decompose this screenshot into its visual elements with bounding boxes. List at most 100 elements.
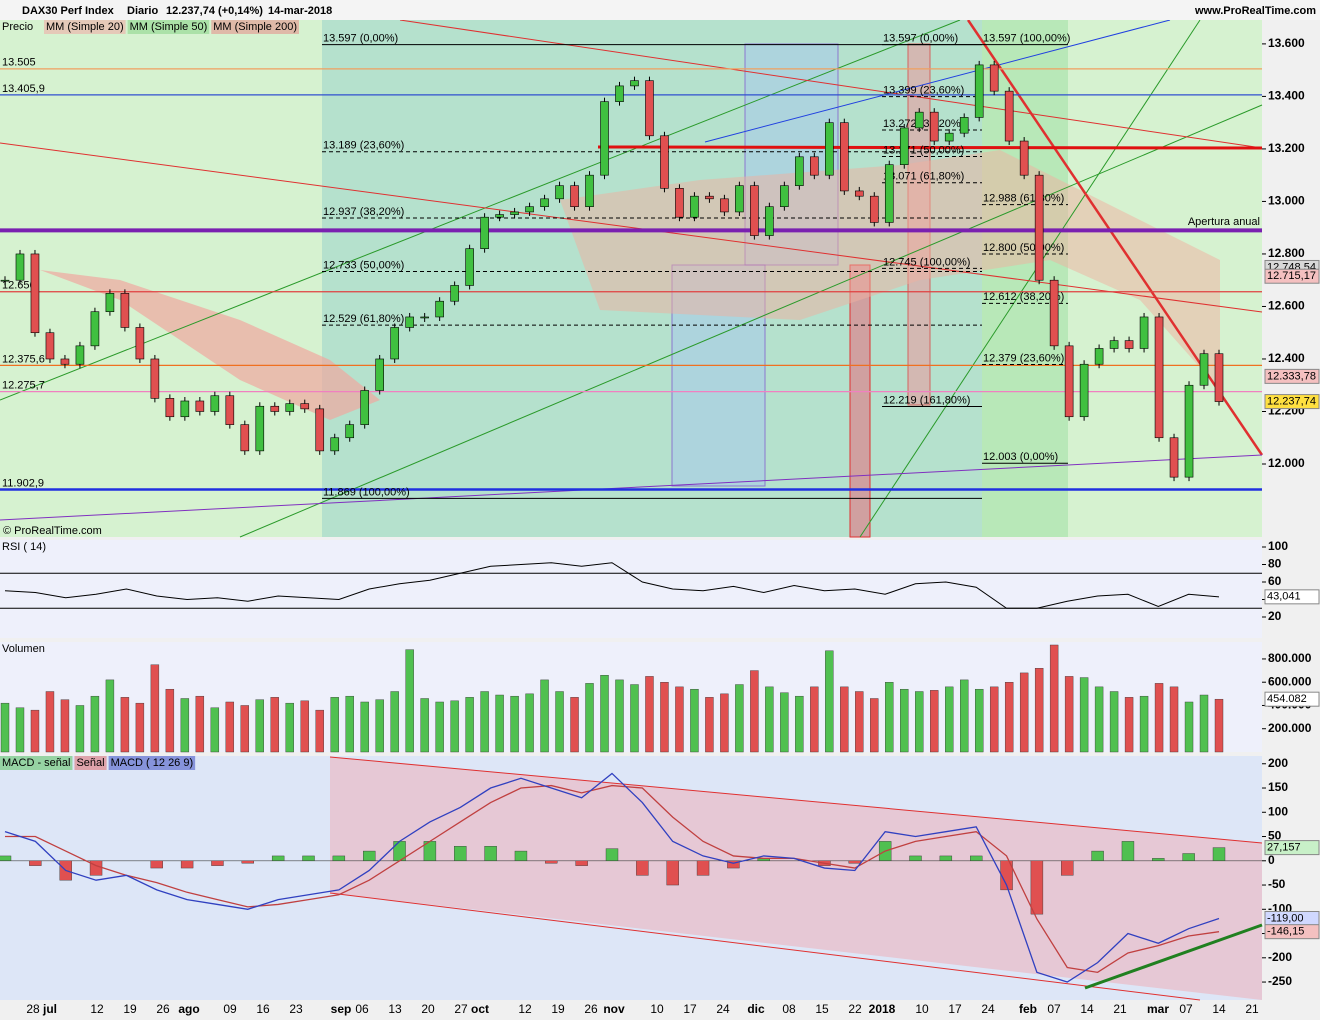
- candle: [1214, 353, 1224, 402]
- volume-bar: [480, 691, 489, 753]
- fib-label: 11.869 (100,00%): [323, 486, 410, 498]
- volume-bar: [450, 700, 459, 753]
- value-box: [1264, 924, 1320, 940]
- x-tick-label: 14: [1080, 1002, 1094, 1016]
- candle: [1049, 279, 1059, 347]
- candle: [315, 408, 325, 452]
- volume-bar: [1049, 644, 1059, 753]
- histogram-bar: [727, 860, 740, 869]
- panel-title: Volumen: [2, 643, 45, 655]
- candle: [840, 122, 849, 192]
- candle: [1124, 340, 1134, 349]
- volume-bar: [915, 691, 924, 753]
- volume-bar: [960, 679, 969, 753]
- candle: [45, 332, 55, 360]
- x-tick-label: oct: [471, 1002, 489, 1016]
- legend-swatch: [0, 756, 73, 770]
- candle: [959, 117, 969, 134]
- fib-label: 13.171 (50,00%): [883, 144, 964, 156]
- histogram-bar: [1061, 860, 1074, 876]
- candle: [15, 253, 25, 281]
- volume-bar: [1154, 683, 1164, 753]
- volume-bar: [390, 691, 399, 753]
- value-label: 12.237,74: [1267, 395, 1316, 407]
- trend-line: [859, 19, 1201, 538]
- volume-bar: [15, 707, 25, 753]
- y-tick-label: 80: [1268, 557, 1282, 571]
- histogram-bar: [1091, 850, 1104, 861]
- x-tick-label: 24: [981, 1002, 995, 1016]
- volume-bar: [750, 670, 759, 753]
- volume-bar: [315, 709, 324, 753]
- trend-line: [597, 145, 1263, 150]
- volume-bar: [435, 701, 444, 753]
- volume-bar: [165, 688, 175, 753]
- candle: [480, 216, 489, 249]
- fib-label: 13.189 (23,60%): [323, 140, 404, 152]
- volume-bar: [1139, 695, 1149, 753]
- histogram-bar: [1030, 860, 1044, 915]
- volume-bar: [1124, 697, 1134, 753]
- legend-swatch: [74, 756, 107, 770]
- macd-line: [4, 772, 1220, 983]
- channel: [330, 757, 1262, 1000]
- x-tick-label: 23: [289, 1002, 303, 1016]
- candle: [300, 403, 310, 410]
- candle: [570, 185, 579, 207]
- y-tick-label: -200: [1268, 950, 1292, 964]
- candle: [390, 327, 399, 360]
- candle: [705, 195, 714, 200]
- fib-label: 13.071 (61,80%): [883, 171, 964, 183]
- value-box: [1264, 268, 1320, 284]
- candle: [989, 64, 999, 92]
- volume-bar: [1109, 691, 1119, 753]
- volume-bar: [330, 697, 339, 753]
- histogram-bar: [636, 860, 649, 876]
- volume-bar: [720, 693, 729, 753]
- volume-bar: [420, 698, 429, 753]
- volume-bar: [645, 676, 654, 753]
- fib-label: 13.272 (38,20%): [883, 118, 964, 130]
- volume-bar: [1214, 698, 1224, 753]
- histogram-bar: [1121, 841, 1135, 861]
- volume-bar: [180, 698, 190, 753]
- signal-line: [5, 784, 1220, 974]
- y-tick-label: -50: [1268, 877, 1286, 891]
- volume-bar: [989, 686, 999, 753]
- histogram-bar: [666, 860, 679, 886]
- x-tick-label: 10: [915, 1002, 929, 1016]
- histogram-bar: [848, 860, 861, 864]
- x-tick-label: 21: [1245, 1002, 1259, 1016]
- volume-bar: [465, 697, 474, 753]
- fib-label: 12.800 (50,00%): [983, 242, 1064, 254]
- volume-bar: [945, 686, 954, 753]
- y-tick-label: 13.000: [1268, 194, 1305, 208]
- x-tick-label: 17: [948, 1002, 962, 1016]
- x-tick-label: 16: [256, 1002, 270, 1016]
- y-tick-label: 100: [1268, 539, 1288, 553]
- x-tick-label: 09: [223, 1002, 237, 1016]
- candle: [525, 206, 534, 213]
- legend-entry: Señal: [76, 757, 104, 769]
- candle: [929, 111, 939, 142]
- rsi-panel: [0, 540, 1262, 638]
- candle: [690, 195, 699, 218]
- x-tick-label: 24: [716, 1002, 730, 1016]
- y-tick-label: 13.200: [1268, 141, 1305, 155]
- x-tick-label: 10: [650, 1002, 664, 1016]
- value-label: 454.082: [1267, 693, 1307, 705]
- volume-bar: [285, 702, 294, 753]
- candle: [1034, 174, 1044, 281]
- candle: [720, 198, 729, 213]
- x-tick-label: 12: [518, 1002, 532, 1016]
- x-tick-label: 21: [1113, 1002, 1127, 1016]
- fib-label: 12.988 (61,80%): [983, 192, 1064, 204]
- volume-bar: [555, 691, 564, 753]
- value-box: [1264, 368, 1320, 384]
- volume-bar: [30, 709, 40, 753]
- y-tick-label: 600.000: [1268, 674, 1312, 688]
- x-tick-label: dic: [747, 1002, 765, 1016]
- candle: [1184, 384, 1194, 478]
- level-label: 12.375,6: [2, 353, 45, 365]
